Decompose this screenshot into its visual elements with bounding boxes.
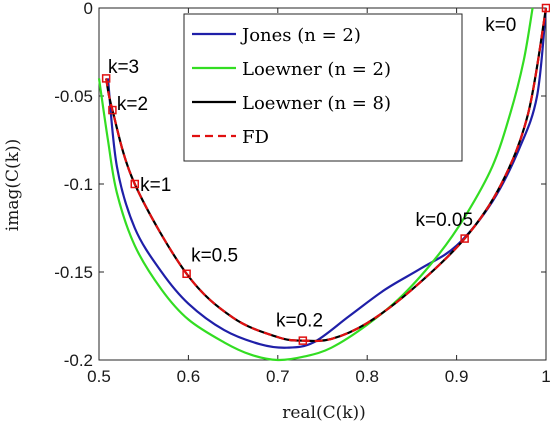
x-tick-label: 1 xyxy=(541,367,550,386)
x-tick-label: 0.9 xyxy=(445,367,469,386)
x-tick-label: 0.7 xyxy=(266,367,290,386)
legend-label: FD xyxy=(242,127,269,148)
annotations: k=3 k=2 k=1 k=0.5 k=0.2 k=0.05 k=0 xyxy=(108,15,516,332)
y-tick-label: 0 xyxy=(84,0,93,18)
y-tick-label: -0.2 xyxy=(64,351,93,370)
legend-box xyxy=(183,13,463,162)
y-tick-label: -0.05 xyxy=(54,87,93,106)
legend: Jones (n = 2) Loewner (n = 2) Loewner (n =… xyxy=(183,13,463,162)
sample-marker xyxy=(460,234,469,243)
series-line-jones-n-2 xyxy=(106,7,548,349)
legend-label: Jones (n = 2) xyxy=(240,25,361,46)
annotation-label: k=0.05 xyxy=(415,210,473,231)
x-tick-label: 0.6 xyxy=(177,367,201,386)
legend-label: Loewner (n = 8) xyxy=(242,93,391,114)
legend-label: Loewner (n = 2) xyxy=(242,59,391,80)
series-line-loewner-n-2 xyxy=(97,7,534,362)
tick-labels: 0.5 0.6 0.7 0.8 0.9 1 0 -0.05 -0.1 -0.15 -0.2 xyxy=(54,0,550,386)
annotation-label: k=1 xyxy=(140,175,171,196)
sample-marker xyxy=(130,179,140,189)
y-tick-label: -0.1 xyxy=(64,175,93,194)
x-tick-label: 0.5 xyxy=(87,367,111,386)
annotation-label: k=0 xyxy=(485,15,516,36)
sample-marker xyxy=(298,336,308,345)
annotation-label: k=3 xyxy=(108,57,139,78)
x-tick-label: 0.8 xyxy=(355,367,379,386)
annotation-label: k=0.2 xyxy=(276,311,323,332)
sample-marker xyxy=(101,74,111,83)
y-tick-label: -0.15 xyxy=(54,263,93,282)
y-axis-label: imag(C(k)) xyxy=(3,139,23,231)
series-line-fd xyxy=(105,7,548,343)
sample-markers xyxy=(101,3,550,345)
sample-marker xyxy=(182,269,191,279)
sample-marker xyxy=(108,105,117,115)
annotation-label: k=0.5 xyxy=(191,245,238,266)
x-axis-label: real(C(k)) xyxy=(282,403,366,423)
series-lines xyxy=(97,7,548,362)
annotation-label: k=2 xyxy=(117,94,148,115)
